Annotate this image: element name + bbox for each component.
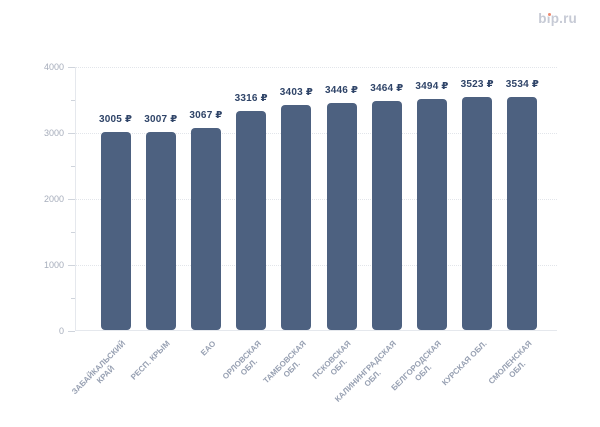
plot-area: 3005 ₽ 3007 ₽ 3067 ₽ 3316 ₽ 3403 ₽ 3446 ₽ 3464… (75, 67, 557, 331)
bar-value-label: 3316 ₽ (234, 93, 268, 104)
y-axis-tick-minor (71, 298, 75, 299)
y-axis-tick-minor (71, 100, 75, 101)
x-axis-label: СМОЛЕНСКАЯ ОБЛ. (487, 339, 541, 393)
y-axis-tick-major (68, 133, 75, 134)
y-axis-tick-major (68, 265, 75, 266)
y-axis-tick-major (68, 199, 75, 200)
bar-value-label: 3446 ₽ (325, 85, 359, 96)
bar-value-label: 3007 ₽ (144, 114, 178, 125)
gridline (76, 133, 557, 134)
bar[interactable] (100, 132, 131, 330)
bar[interactable] (507, 97, 538, 330)
x-axis-label: ТАМБОВСКАЯ ОБЛ. (261, 339, 314, 392)
bar[interactable] (236, 111, 267, 330)
x-axis-label: ЕАО (199, 339, 218, 358)
x-axis-label-line: ЕАО (198, 339, 218, 358)
bar[interactable] (145, 132, 176, 330)
bar-value-label: 3494 ₽ (415, 81, 449, 92)
y-axis-tick-minor (71, 166, 75, 167)
gridline (76, 199, 557, 200)
y-axis-tick-major (68, 331, 75, 332)
gridline (76, 67, 557, 68)
bar-value-label: 3067 ₽ (189, 110, 223, 121)
gridline (76, 265, 557, 266)
bar[interactable] (191, 128, 221, 330)
bar[interactable] (371, 101, 402, 330)
y-axis-label: 2000 (43, 194, 64, 204)
bar-value-label: 3534 ₽ (505, 79, 539, 90)
bar-value-label: 3403 ₽ (279, 87, 313, 98)
y-axis-label: 1000 (43, 260, 64, 270)
y-axis-tick-minor (71, 232, 75, 233)
x-axis-label: ЗАБАЙКАЛЬСКИЙ КРАЙ (70, 339, 134, 403)
bar[interactable] (462, 97, 493, 330)
bar-value-label: 3005 ₽ (99, 114, 133, 125)
bar[interactable] (326, 103, 357, 330)
bar-value-label: 3464 ₽ (370, 83, 404, 94)
bip-logo[interactable]: bip.ru (538, 11, 577, 26)
bar[interactable] (281, 105, 312, 330)
x-axis-label: КУРСКАЯ ОБЛ. (440, 339, 489, 388)
x-axis-label: ОРЛОВСКАЯ ОБЛ. (220, 339, 269, 388)
x-axis-label-line: РЕСП. КРЫМ (129, 339, 173, 382)
logo-i-dot-accent (547, 12, 551, 16)
bar-value-label: 3523 ₽ (460, 79, 494, 90)
y-axis-label: 0 (58, 326, 64, 336)
bar[interactable] (417, 99, 447, 330)
x-axis-label-line: КУРСКАЯ ОБЛ. (440, 339, 489, 388)
x-axis-label: РЕСП. КРЫМ (129, 339, 172, 382)
y-axis-label: 3000 (43, 128, 64, 138)
y-axis-label: 4000 (43, 62, 64, 72)
y-axis-tick-major (68, 67, 75, 68)
